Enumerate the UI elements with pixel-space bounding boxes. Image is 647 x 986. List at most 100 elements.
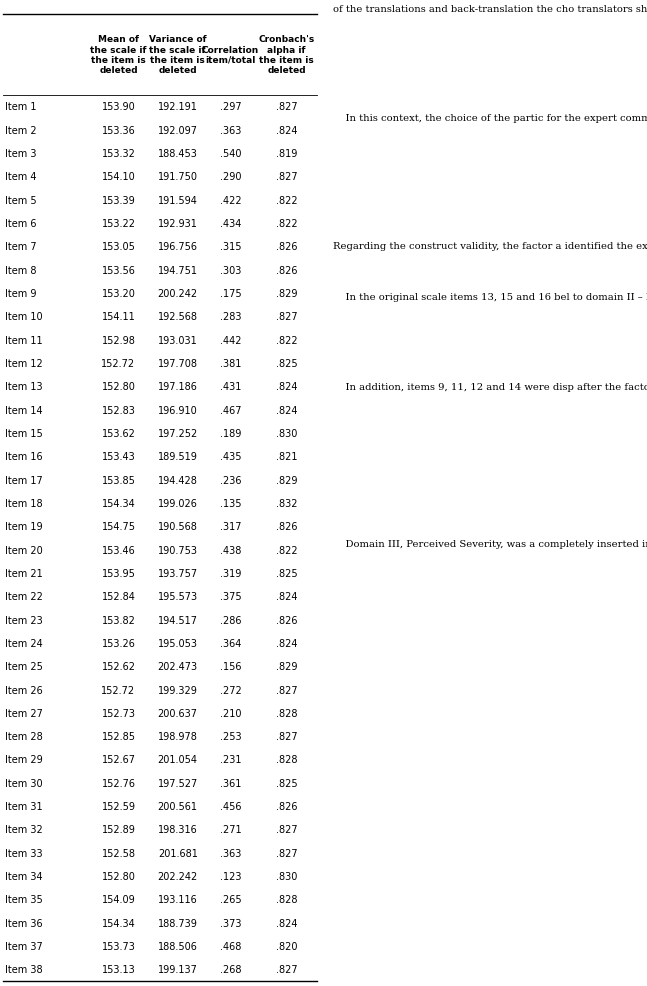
Text: Item 12: Item 12 (5, 359, 43, 369)
Text: 153.43: 153.43 (102, 452, 135, 461)
Text: Item 7: Item 7 (5, 243, 36, 252)
Text: Item 36: Item 36 (5, 918, 43, 928)
Text: 152.58: 152.58 (102, 848, 135, 858)
Text: .315: .315 (220, 243, 241, 252)
Text: 202.242: 202.242 (158, 872, 198, 881)
Text: .830: .830 (276, 429, 298, 439)
Text: .422: .422 (220, 195, 241, 205)
Text: In the original scale items 13, 15 and 16 bel to domain II – Perceived Usefulnes: In the original scale items 13, 15 and 1… (333, 293, 647, 302)
Text: Item 6: Item 6 (5, 219, 36, 229)
Text: Mean of
the scale if
the item is
deleted: Mean of the scale if the item is deleted (90, 35, 147, 75)
Text: .822: .822 (276, 195, 298, 205)
Text: Variance of
the scale if
the item is
deleted: Variance of the scale if the item is del… (149, 35, 206, 75)
Text: .272: .272 (220, 685, 241, 695)
Text: 188.453: 188.453 (158, 149, 198, 159)
Text: Item 9: Item 9 (5, 289, 36, 299)
Text: 152.59: 152.59 (102, 802, 135, 811)
Text: 153.05: 153.05 (102, 243, 135, 252)
Text: 153.22: 153.22 (102, 219, 135, 229)
Text: 199.329: 199.329 (158, 685, 198, 695)
Text: 154.34: 154.34 (102, 498, 135, 509)
Text: .822: .822 (276, 335, 298, 345)
Text: .364: .364 (220, 638, 241, 648)
Text: .829: .829 (276, 475, 298, 485)
Text: 152.80: 152.80 (102, 382, 135, 391)
Text: .363: .363 (220, 848, 241, 858)
Text: 154.10: 154.10 (102, 173, 135, 182)
Text: .123: .123 (220, 872, 241, 881)
Text: Item 14: Item 14 (5, 405, 43, 415)
Text: Cronbach's
alpha if
the item is
deleted: Cronbach's alpha if the item is deleted (259, 35, 314, 75)
Text: 153.32: 153.32 (102, 149, 135, 159)
Text: Item 28: Item 28 (5, 732, 43, 741)
Text: .829: .829 (276, 662, 298, 671)
Text: .253: .253 (220, 732, 241, 741)
Text: .829: .829 (276, 289, 298, 299)
Text: Item 16: Item 16 (5, 452, 43, 461)
Text: 201.681: 201.681 (158, 848, 198, 858)
Text: .297: .297 (220, 103, 241, 112)
Text: Item 29: Item 29 (5, 754, 43, 765)
Text: 191.594: 191.594 (158, 195, 198, 205)
Text: Item 32: Item 32 (5, 824, 43, 834)
Text: 192.191: 192.191 (158, 103, 198, 112)
Text: .317: .317 (220, 522, 241, 531)
Text: Item 3: Item 3 (5, 149, 36, 159)
Text: 200.637: 200.637 (158, 708, 198, 718)
Text: 197.186: 197.186 (158, 382, 198, 391)
Text: 192.568: 192.568 (158, 312, 198, 322)
Text: .824: .824 (276, 918, 298, 928)
Text: .824: .824 (276, 405, 298, 415)
Text: .431: .431 (220, 382, 241, 391)
Text: Item 2: Item 2 (5, 125, 36, 136)
Text: 154.09: 154.09 (102, 894, 135, 904)
Text: Domain III, Perceived Severity, was a completely inserted into the Social Suppor: Domain III, Perceived Severity, was a co… (333, 540, 647, 549)
Text: 198.316: 198.316 (158, 824, 197, 834)
Text: 198.978: 198.978 (158, 732, 198, 741)
Text: 153.73: 153.73 (102, 941, 135, 951)
Text: 152.72: 152.72 (102, 359, 136, 369)
Text: In this context, the choice of the partic for the expert committee should also b: In this context, the choice of the parti… (333, 113, 647, 123)
Text: 153.36: 153.36 (102, 125, 135, 136)
Text: Item 18: Item 18 (5, 498, 43, 509)
Text: .828: .828 (276, 754, 298, 765)
Text: .540: .540 (220, 149, 241, 159)
Text: 197.708: 197.708 (158, 359, 198, 369)
Text: Item 8: Item 8 (5, 265, 36, 275)
Text: 152.76: 152.76 (102, 778, 135, 788)
Text: .824: .824 (276, 125, 298, 136)
Text: 153.90: 153.90 (102, 103, 135, 112)
Text: .826: .826 (276, 802, 298, 811)
Text: Item 19: Item 19 (5, 522, 43, 531)
Text: Item 1: Item 1 (5, 103, 36, 112)
Text: Item 37: Item 37 (5, 941, 43, 951)
Text: 153.26: 153.26 (102, 638, 135, 648)
Text: .283: .283 (220, 312, 241, 322)
Text: 153.85: 153.85 (102, 475, 135, 485)
Text: .825: .825 (276, 568, 298, 579)
Text: .189: .189 (220, 429, 241, 439)
Text: Item 27: Item 27 (5, 708, 43, 718)
Text: .286: .286 (220, 615, 241, 625)
Text: .265: .265 (220, 894, 241, 904)
Text: Item 24: Item 24 (5, 638, 43, 648)
Text: .827: .827 (276, 848, 298, 858)
Text: .827: .827 (276, 824, 298, 834)
Text: 152.62: 152.62 (102, 662, 135, 671)
Text: .373: .373 (220, 918, 241, 928)
Text: .268: .268 (220, 964, 241, 974)
Text: Item 20: Item 20 (5, 545, 43, 555)
Text: .824: .824 (276, 638, 298, 648)
Text: 153.56: 153.56 (102, 265, 135, 275)
Text: .156: .156 (220, 662, 241, 671)
Text: .827: .827 (276, 312, 298, 322)
Text: .830: .830 (276, 872, 298, 881)
Text: .319: .319 (220, 568, 241, 579)
Text: 200.561: 200.561 (158, 802, 198, 811)
Text: .828: .828 (276, 708, 298, 718)
Text: 152.72: 152.72 (102, 685, 136, 695)
Text: Item 21: Item 21 (5, 568, 43, 579)
Text: Item 25: Item 25 (5, 662, 43, 671)
Text: 152.83: 152.83 (102, 405, 135, 415)
Text: In addition, items 9, 11, 12 and 14 were disp after the factor analysis, to the : In addition, items 9, 11, 12 and 14 were… (333, 383, 647, 391)
